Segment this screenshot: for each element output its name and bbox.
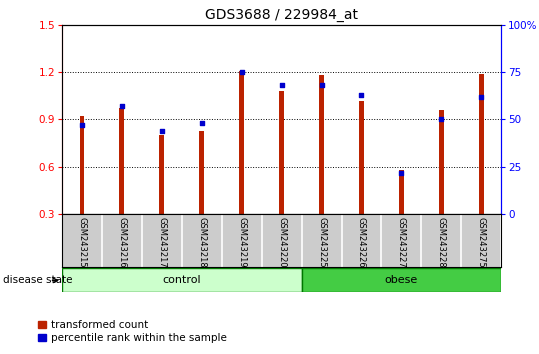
Bar	[80, 116, 84, 214]
Bar	[399, 170, 404, 214]
Text: GSM243225: GSM243225	[317, 217, 326, 268]
Text: GSM243218: GSM243218	[197, 217, 206, 268]
Text: GSM243226: GSM243226	[357, 217, 366, 268]
Point	[397, 170, 406, 175]
Text: GSM243228: GSM243228	[437, 217, 446, 268]
Point	[78, 122, 86, 128]
Text: GSM243215: GSM243215	[78, 217, 86, 268]
Text: disease state: disease state	[3, 275, 72, 285]
Point	[357, 92, 366, 98]
Bar	[302, 268, 501, 292]
Point	[237, 69, 246, 75]
Bar	[439, 110, 444, 214]
Point	[317, 82, 326, 88]
Bar	[120, 108, 125, 214]
Bar	[160, 135, 164, 214]
Text: GSM243216: GSM243216	[118, 217, 126, 268]
Point	[118, 103, 126, 109]
Text: GSM243275: GSM243275	[477, 217, 486, 268]
Point	[197, 120, 206, 126]
Point	[277, 82, 286, 88]
Bar	[199, 131, 204, 214]
Text: GSM243227: GSM243227	[397, 217, 406, 268]
Text: obese: obese	[385, 275, 418, 285]
Legend: transformed count, percentile rank within the sample: transformed count, percentile rank withi…	[38, 320, 227, 343]
Text: GSM243217: GSM243217	[157, 217, 167, 268]
Text: GSM243219: GSM243219	[237, 217, 246, 268]
Bar	[319, 75, 324, 214]
Bar	[359, 101, 364, 214]
Text: GSM243220: GSM243220	[277, 217, 286, 268]
Bar	[62, 268, 302, 292]
Bar	[479, 74, 483, 214]
Point	[477, 94, 486, 99]
Text: control: control	[162, 275, 201, 285]
Bar	[239, 70, 244, 214]
Title: GDS3688 / 229984_at: GDS3688 / 229984_at	[205, 8, 358, 22]
Point	[157, 128, 166, 134]
Point	[437, 116, 446, 122]
Bar	[279, 91, 284, 214]
